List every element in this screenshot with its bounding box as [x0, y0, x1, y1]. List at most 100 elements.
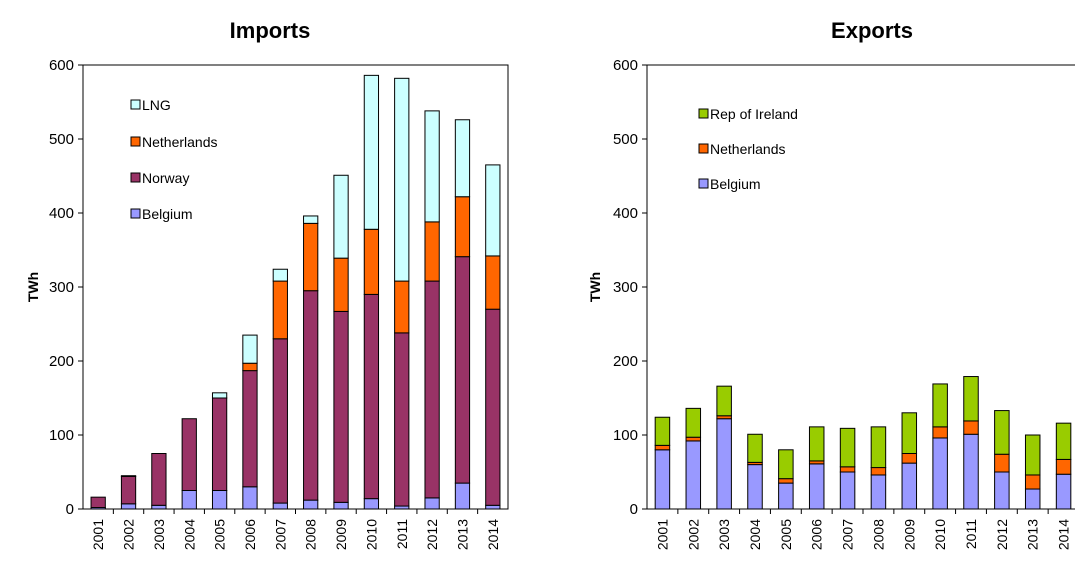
bar-segment-netherlands	[486, 256, 500, 309]
bar-segment-norway	[273, 339, 287, 503]
bar-segment-belgium	[455, 483, 469, 509]
x-tick-label: 2008	[870, 519, 886, 550]
legend-swatch	[131, 173, 140, 182]
legend-label: Norway	[142, 170, 189, 186]
x-tick-label: 2003	[151, 519, 167, 550]
x-tick-label: 2010	[932, 519, 948, 550]
bar-segment-norway	[425, 281, 439, 498]
bar-segment-belgium	[273, 503, 287, 509]
x-tick-label: 2001	[654, 519, 670, 550]
x-tick-label: 2007	[840, 519, 856, 550]
y-tick-label: 0	[630, 501, 638, 518]
bar-segment-netherlands	[1056, 459, 1071, 474]
y-tick-label: 500	[613, 131, 638, 148]
x-tick-label: 2003	[716, 519, 732, 550]
bar-segment-netherlands	[871, 468, 886, 475]
bar-segment-netherlands	[334, 258, 348, 311]
bar-segment-belgium	[686, 441, 701, 509]
bar-segment-netherlands	[304, 223, 318, 290]
bar-segment-belgium	[121, 504, 135, 509]
chart-title: Imports	[230, 18, 311, 43]
chart-title: Exports	[831, 18, 913, 43]
y-tick-label: 400	[49, 205, 74, 222]
x-tick-label: 2005	[212, 519, 228, 550]
y-tick-label: 600	[613, 57, 638, 74]
bar-segment-rep-of-ireland	[1025, 435, 1040, 475]
bar-segment-norway	[304, 291, 318, 500]
x-tick-label: 2013	[1025, 519, 1041, 550]
x-tick-label: 2004	[181, 519, 197, 550]
bar-segment-belgium	[964, 434, 979, 509]
plot-frame	[647, 65, 1075, 509]
legend-label: Netherlands	[142, 134, 218, 150]
plot-frame	[83, 65, 508, 509]
bar-segment-belgium	[304, 500, 318, 509]
bar-segment-netherlands	[364, 229, 378, 294]
bar-segment-norway	[395, 333, 409, 506]
bar-segment-belgium	[1025, 489, 1040, 509]
legend-swatch	[699, 179, 708, 188]
x-tick-label: 2014	[485, 519, 501, 550]
imports-chart: Imports TWh 0 100 200 300 400 500 600 2001 2002 200…	[25, 18, 508, 550]
bar-segment-norway	[182, 419, 196, 491]
bar-segment-rep-of-ireland	[902, 413, 917, 454]
bar-segment-rep-of-ireland	[809, 427, 824, 461]
bar-segment-belgium	[655, 450, 670, 509]
y-axis-label: TWh	[587, 272, 603, 302]
y-tick-label: 500	[49, 131, 74, 148]
y-tick-label: 300	[49, 279, 74, 296]
legend-label: Netherlands	[710, 141, 786, 157]
bar-segment-netherlands	[121, 476, 135, 477]
bar-segment-belgium	[334, 502, 348, 509]
bar-segment-netherlands	[1025, 475, 1040, 489]
bar-segment-belgium	[212, 491, 226, 510]
x-tick-label: 2009	[901, 519, 917, 550]
bar-segment-netherlands	[964, 421, 979, 434]
bar-segment-netherlands	[686, 437, 701, 441]
y-tick-label: 100	[613, 427, 638, 444]
bar-segment-rep-of-ireland	[748, 434, 763, 462]
bar-segment-belgium	[152, 505, 166, 509]
bar-segment-belgium	[902, 463, 917, 509]
bar-segment-lng	[273, 269, 287, 281]
bar-segment-lng	[486, 165, 500, 256]
bar-segment-netherlands	[779, 479, 794, 483]
x-tick-label: 2007	[272, 519, 288, 550]
bar-segment-lng	[364, 75, 378, 229]
x-tick-label: 2012	[994, 519, 1010, 550]
legend-swatch	[131, 137, 140, 146]
bar-segment-rep-of-ireland	[779, 450, 794, 479]
bar-segment-norway	[334, 311, 348, 502]
bar-segment-lng	[334, 175, 348, 258]
x-tick-label: 2006	[809, 519, 825, 550]
x-tick-label: 2014	[1056, 519, 1072, 550]
bar-segment-rep-of-ireland	[655, 417, 670, 445]
bar-segment-belgium	[243, 487, 257, 509]
legend-label: Belgium	[142, 206, 193, 222]
bar-segment-lng	[212, 393, 226, 398]
bar-segment-belgium	[809, 464, 824, 509]
x-tick-label: 2002	[685, 519, 701, 550]
bar-segment-rep-of-ireland	[871, 427, 886, 468]
y-tick-label: 300	[613, 279, 638, 296]
bar-segment-belgium	[871, 475, 886, 509]
x-tick-label: 2008	[303, 519, 319, 550]
bar-segment-norway	[243, 371, 257, 487]
bar-segment-netherlands	[933, 427, 948, 438]
bar-segment-norway	[91, 497, 105, 507]
bar-segment-norway	[455, 257, 469, 483]
legend-swatch	[699, 144, 708, 153]
x-tick-label: 2012	[424, 519, 440, 550]
bar-segment-netherlands	[395, 281, 409, 333]
bar-segment-netherlands	[655, 445, 670, 449]
bar-segment-rep-of-ireland	[933, 384, 948, 427]
x-tick-label: 2004	[747, 519, 763, 550]
y-tick-label: 100	[49, 427, 74, 444]
bar-segment-belgium	[748, 465, 763, 509]
bar-segment-belgium	[779, 483, 794, 509]
y-tick-label: 200	[49, 353, 74, 370]
bar-segment-norway	[364, 294, 378, 498]
bar-segment-belgium	[182, 491, 196, 510]
bar-segment-norway	[486, 309, 500, 505]
